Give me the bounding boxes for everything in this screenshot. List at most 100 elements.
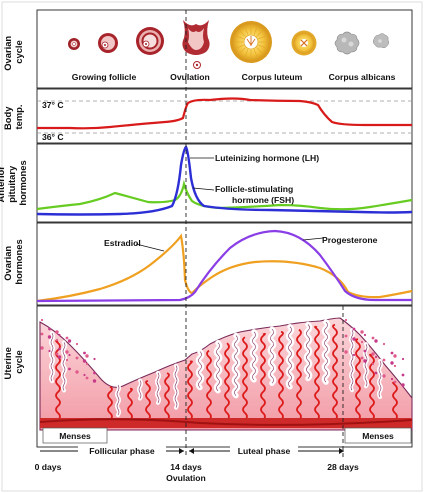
temp-label-36: 36° C [42, 132, 64, 142]
debris-dot [344, 318, 348, 322]
progesterone-curve [36, 229, 412, 303]
debris-dot [68, 367, 71, 371]
label-estradiol: Estradiol [104, 238, 141, 248]
gland-outline [288, 326, 292, 387]
panel-ovarian-hormones [36, 222, 413, 306]
menses-box-left [42, 427, 108, 444]
debris-dot [48, 349, 51, 353]
corpus-luteum-small-icon [291, 30, 317, 56]
spiral-artery [224, 342, 230, 421]
luteum-spoke [253, 26, 258, 35]
luteum-spoke [253, 49, 258, 58]
row-labels: Ovarian cycle Body temp. Anterior pituit… [0, 33, 28, 380]
debris-dot [382, 374, 386, 378]
gland-outline [174, 365, 178, 408]
luteum-spoke [235, 35, 244, 40]
body-temp-panel: 37° C 36° C [37, 97, 412, 142]
luteum-spoke [258, 44, 267, 49]
follicle-stage-3-icon [136, 27, 164, 55]
debris-dot [390, 361, 394, 365]
luteum-spoke [238, 47, 246, 55]
spiral-artery [278, 330, 284, 421]
gland-outline [198, 351, 202, 388]
debris-dot [352, 353, 356, 357]
estradiol-curve [36, 233, 413, 303]
debris-dot [382, 342, 386, 346]
label-growing-follicle: Growing follicle [72, 72, 137, 82]
corpus-albicans-small-icon [372, 33, 390, 49]
spiral-artery [392, 381, 398, 421]
gland-outline [116, 384, 120, 416]
spiral-artery [187, 360, 193, 421]
debris-dot [352, 337, 356, 341]
debris-dot [93, 371, 96, 375]
debris-dot [93, 357, 96, 361]
basal-artery [39, 418, 413, 426]
label-ovulation-stage: Ovulation [170, 72, 210, 82]
debris-dot [393, 354, 397, 358]
fsh-leader-line [192, 187, 215, 191]
label-day0: 0 days [35, 462, 62, 472]
debris-dot [58, 333, 61, 337]
debris-dot [65, 358, 69, 362]
debris-dot [55, 352, 59, 356]
debris-dot [58, 347, 61, 351]
follicle-stage-2-icon [98, 33, 118, 53]
gland-outline [270, 328, 274, 384]
debris-dot [40, 346, 44, 350]
debris-dot [374, 355, 378, 359]
row-label-ovarian-hormones: Ovarian hormones [2, 239, 24, 284]
luteum-spoke [244, 26, 249, 35]
debris-dot [55, 330, 59, 334]
label-follicular-phase: Follicular phase [89, 446, 155, 456]
debris-dot [374, 371, 378, 375]
debris-dot [65, 350, 69, 354]
gland-outline [252, 331, 256, 381]
label-progesterone: Progesterone [322, 235, 378, 245]
row-label-ovarian-cycle: Ovarian cycle [2, 33, 24, 71]
debris-dot [363, 333, 367, 337]
debris-dot [67, 339, 72, 343]
spiral-artery [127, 387, 133, 421]
debris-dot [85, 354, 89, 358]
debris-dot [92, 379, 97, 383]
debris-dot [48, 327, 51, 331]
spiral-artery [260, 332, 266, 421]
debris-dot [363, 359, 367, 363]
follicular-label-bg [78, 445, 166, 457]
spiral-artery [206, 349, 212, 421]
debris-dot [393, 364, 397, 368]
debris-dot [82, 359, 87, 363]
ovarian-stage-labels: Growing follicle Ovulation Corpus luteum… [72, 72, 396, 82]
debris-dot [68, 353, 71, 357]
spiral-artery [242, 336, 248, 421]
gland [303, 321, 313, 382]
label-menses-left: Menses [59, 431, 91, 441]
gland-outline [306, 324, 310, 379]
debris-dot [371, 352, 375, 356]
debris-dot [344, 350, 348, 354]
spiral-artery [369, 353, 375, 421]
gland-outline [324, 321, 328, 383]
spiral-artery [145, 380, 151, 421]
gland-outline [216, 342, 220, 392]
spiral-artery [314, 325, 320, 421]
debris-dot [360, 356, 364, 360]
debris-dot [401, 373, 405, 377]
debris-dot [55, 338, 59, 342]
temperature-curve [37, 97, 412, 130]
spiral-artery [55, 339, 61, 421]
debris-dot [374, 339, 378, 343]
label-luteal-phase: Luteal phase [238, 446, 291, 456]
gland-outline [138, 380, 142, 399]
temp-label-37: 37° C [42, 100, 64, 110]
debris-dot [360, 330, 364, 334]
debris-dot [390, 377, 394, 381]
luteum-spoke [244, 49, 249, 58]
debris-dot [390, 351, 394, 355]
luteal-arrowhead-right [339, 448, 344, 454]
gland-outline [156, 372, 160, 403]
debris-dot [65, 336, 69, 340]
debris-dot [393, 380, 397, 384]
